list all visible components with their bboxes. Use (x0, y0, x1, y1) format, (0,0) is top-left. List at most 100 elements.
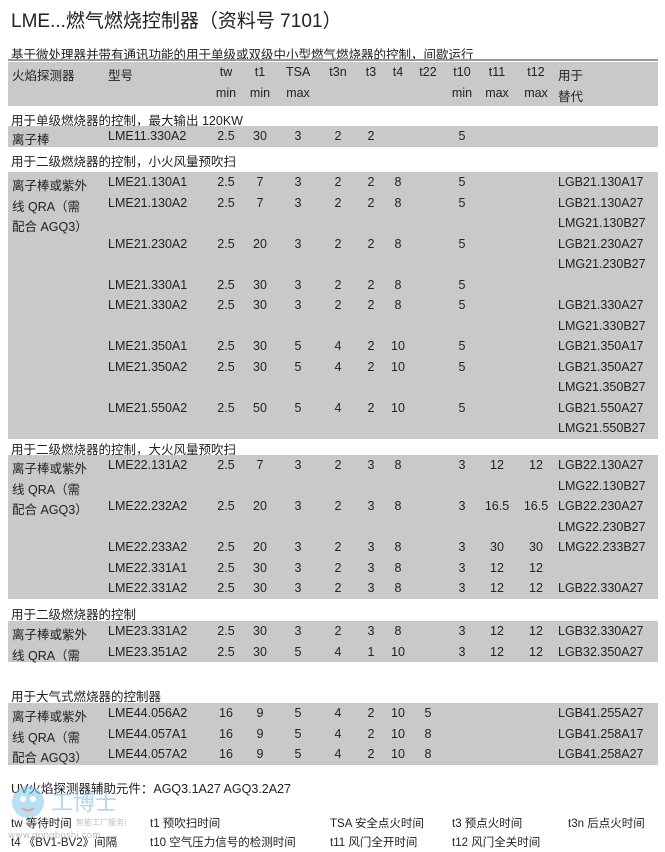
table-cell: 5 (458, 359, 466, 374)
table-cell: 2 (334, 499, 342, 513)
table-cell: 1 (367, 644, 375, 659)
table-cell: 2 (367, 277, 375, 292)
table-row: 离子棒 LME11.330A2 2.5 30 3 2 2 5 (8, 126, 658, 147)
table-cell: 20 (253, 540, 267, 554)
table-row: LMG21.230B27 (8, 254, 658, 275)
table-cell: 10 (391, 747, 405, 761)
table-cell: 2 (367, 298, 375, 312)
table-cell: 5 (458, 195, 466, 210)
table-cell: 3 (458, 644, 466, 659)
table-cell: 16 (219, 726, 233, 741)
table-cell: 20 (253, 499, 267, 513)
table-cell: 2.5 (217, 458, 235, 472)
table-cell: 5 (294, 706, 302, 720)
header-cell: 替代 (558, 89, 584, 104)
table-cell: 3 (294, 277, 302, 292)
table-cell: 3 (458, 499, 466, 513)
table-cell: LME22.331A1 (108, 560, 188, 575)
table-row: 配合 AGQ3） LMG21.130B27 (8, 213, 658, 234)
table-cell: 4 (334, 359, 342, 374)
section-title: 用于二级燃烧器的控制 (11, 608, 137, 622)
table-cell: 20 (253, 236, 267, 251)
legend-description: 后点火时间 (587, 818, 645, 830)
table-cell: LGB21.130A27 (558, 195, 644, 210)
table-cell: 2.5 (217, 540, 235, 554)
table-cell: 16 (219, 747, 233, 761)
table-cell: 4 (334, 400, 342, 415)
table-cell: 30 (253, 129, 267, 143)
table-cell: LMG22.233B27 (558, 540, 646, 554)
table-cell: 线 QRA（需 (12, 730, 81, 745)
table-row: LME21.550A2 2.5 50 5 4 2 10 5 LGB21.550A27 (8, 398, 658, 419)
table-cell: 10 (391, 706, 405, 720)
header-cell: max (286, 85, 310, 100)
table-cell: LMG21.230B27 (558, 257, 646, 271)
page-title: LME...燃气燃烧控制器（资料号 7101） (11, 11, 342, 32)
table-cell: 30 (253, 359, 267, 374)
table-cell: LGB21.330A27 (558, 298, 644, 312)
section-title: 用于单级燃烧器的控制，最大输出 120KW (11, 114, 243, 128)
table-cell: 2.5 (217, 277, 235, 292)
table-cell: LGB41.258A27 (558, 747, 644, 761)
header-cell: t12 (527, 65, 545, 79)
table-cell: 5 (294, 747, 302, 761)
table-cell: 30 (253, 560, 267, 575)
table-cell: 3 (367, 458, 375, 472)
table-cell: 8 (394, 277, 402, 292)
table-header: 火焰探测器 型号 tw t1 TSA t3n t3 t4 t22 t10 t11 t12 用于 min m… (8, 62, 658, 106)
table-cell: LME21.330A2 (108, 298, 188, 312)
table-cell: 2 (334, 277, 342, 292)
header-row-1: 火焰探测器 型号 tw t1 TSA t3n t3 t4 t22 t10 t11 t12 用于 (8, 62, 658, 83)
table-cell: 30 (490, 540, 504, 554)
table-row: LMG21.350B27 (8, 377, 658, 398)
table-cell: 2 (367, 195, 375, 210)
legend-description: 安全点火时间 (354, 818, 424, 830)
table-cell: 12 (529, 458, 543, 472)
table-cell: LGB21.350A17 (558, 339, 644, 353)
table-cell: 2 (367, 339, 375, 353)
table-cell: 3 (458, 560, 466, 575)
table-row: 离子棒或紫外 LME23.331A2 2.5 30 3 2 3 8 3 12 12 LGB32.330… (8, 621, 658, 642)
legend-item: t1 预吹扫时间 (150, 815, 220, 831)
table-cell: 8 (394, 540, 402, 554)
header-cell: max (524, 85, 548, 100)
table-cell: LME44.057A1 (108, 726, 188, 741)
table-cell: 3 (294, 581, 302, 595)
table-cell: 12 (490, 624, 504, 638)
table-cell: 离子棒 (12, 133, 50, 147)
table-cell: 9 (256, 706, 264, 720)
table-cell: 10 (391, 359, 405, 374)
table-cell: 3 (367, 581, 375, 595)
watermark-logo-icon: 工博士 智能工厂服务商 www.gongboshi.com (8, 786, 126, 840)
table-cell: 线 QRA（需 (12, 482, 81, 497)
section-block: 离子棒 LME11.330A2 2.5 30 3 2 2 5 (8, 126, 658, 147)
table-cell: 3 (458, 581, 466, 595)
table-cell: 5 (294, 359, 302, 374)
legend-description: 空气压力信号的检测时间 (169, 837, 296, 849)
table-cell: 2 (334, 298, 342, 312)
table-cell: 2 (334, 560, 342, 575)
header-cell: t22 (419, 65, 437, 79)
table-cell: LME44.057A2 (108, 747, 188, 761)
table-cell: LME44.056A2 (108, 706, 188, 720)
table-cell: 9 (256, 747, 264, 761)
legend-description: 风门全开时间 (348, 837, 418, 849)
table-cell: LME21.330A1 (108, 277, 188, 292)
table-cell: 12 (529, 560, 543, 575)
header-cell: t11 (488, 65, 506, 79)
legend-item: TSA 安全点火时间 (330, 815, 424, 831)
table-cell: 2.5 (217, 359, 235, 374)
table-cell: 5 (294, 644, 302, 659)
legend-description: 预点火时间 (464, 818, 523, 830)
table-cell: 2 (334, 195, 342, 210)
table-cell: LME11.330A2 (108, 129, 187, 143)
header-cell: min (451, 85, 473, 100)
legend-symbol: t3 (452, 818, 462, 830)
header-cell: 型号 (108, 69, 134, 83)
section-block: 离子棒或紫外 LME44.056A2 16 9 5 4 2 10 5 LGB41.255A27 线 … (8, 703, 658, 765)
table-cell: 8 (394, 236, 402, 251)
table-cell: 2 (334, 236, 342, 251)
table-row: 配合 AGQ3） LME44.057A2 16 9 5 4 2 10 8 LGB41.258A27 (8, 744, 658, 765)
table-cell: LME21.350A2 (108, 359, 188, 374)
legend-item: t3n 后点火时间 (568, 815, 645, 831)
